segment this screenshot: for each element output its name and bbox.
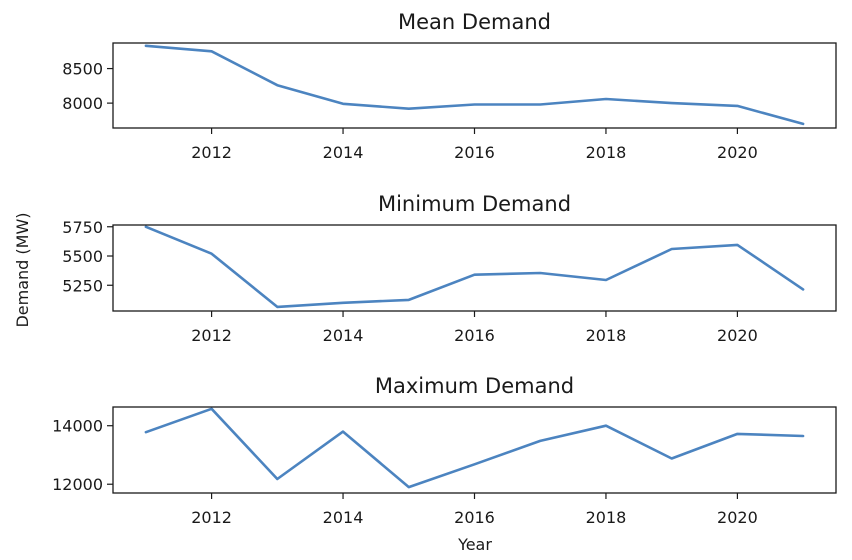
minimum-demand-title: Minimum Demand — [378, 192, 571, 216]
maximum-demand-line — [144, 407, 805, 489]
minimum-x-tick-label: 2020 — [717, 326, 758, 345]
shared-x-axis-label: Year — [457, 535, 492, 554]
maximum-x-tick-label: 2018 — [586, 508, 627, 527]
maximum-x-tick-label: 2020 — [717, 508, 758, 527]
maximum-demand-title: Maximum Demand — [375, 374, 574, 398]
mean-x-tick-label: 2020 — [717, 143, 758, 162]
minimum-y-tick-label: 5750 — [62, 218, 103, 237]
minimum-demand-panel: Minimum Demand 2012 2014 2016 2018 2020 5250 55… — [62, 192, 837, 345]
minimum-y-tick-label: 5250 — [62, 276, 103, 295]
mean-x-tick-label: 2016 — [454, 143, 495, 162]
minimum-demand-frame — [112, 224, 837, 312]
maximum-x-tick-label: 2016 — [454, 508, 495, 527]
shared-y-axis-label: Demand (MW) — [13, 212, 32, 327]
minimum-demand-line — [144, 225, 805, 309]
mean-x-tick-label: 2014 — [323, 143, 364, 162]
maximum-x-tick-label: 2014 — [323, 508, 364, 527]
maximum-y-tick-label: 14000 — [52, 417, 103, 436]
maximum-x-tick-label: 2012 — [191, 508, 232, 527]
mean-y-tick-label: 8000 — [62, 94, 103, 113]
minimum-y-tick-label: 5500 — [62, 247, 103, 266]
mean-y-tick-label: 8500 — [62, 60, 103, 79]
minimum-x-tick-label: 2018 — [586, 326, 627, 345]
mean-demand-title: Mean Demand — [398, 10, 551, 34]
mean-x-tick-label: 2018 — [586, 143, 627, 162]
mean-x-tick-label: 2012 — [191, 143, 232, 162]
minimum-x-tick-label: 2014 — [323, 326, 364, 345]
mean-demand-panel: Mean Demand 2012 2014 2016 2018 2020 8000 8500 — [62, 10, 837, 162]
maximum-demand-panel: Maximum Demand 2012 2014 2016 2018 2020 12000 1… — [52, 374, 837, 527]
maximum-y-tick-label: 12000 — [52, 475, 103, 494]
mean-demand-line — [144, 44, 805, 126]
minimum-x-tick-label: 2012 — [191, 326, 232, 345]
minimum-x-tick-label: 2016 — [454, 326, 495, 345]
